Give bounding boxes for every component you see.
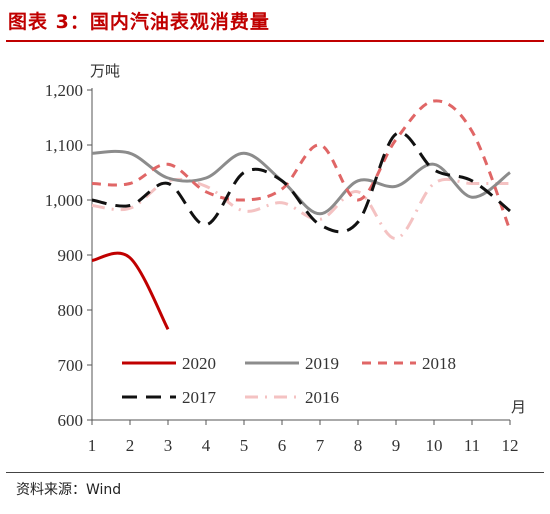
title-underline [6,40,544,42]
y-tick-label: 1,100 [45,136,83,155]
x-tick-label: 10 [426,436,443,455]
legend-label-2019: 2019 [305,354,339,373]
legend-label-2020: 2020 [182,354,216,373]
x-tick-label: 6 [278,436,287,455]
x-tick-label: 5 [240,436,249,455]
y-axis-label: 万吨 [90,63,120,80]
x-tick-label: 9 [392,436,401,455]
y-tick-label: 700 [58,356,84,375]
legend-label-2018: 2018 [422,354,456,373]
x-tick-label: 2 [126,436,135,455]
y-tick-label: 1,200 [45,81,83,100]
x-tick-label: 12 [502,436,519,455]
series-line-2016 [91,177,510,240]
series-line-2020 [91,251,170,331]
x-axis-label: 月 [511,400,526,416]
x-tick-label: 3 [164,436,173,455]
y-tick-label: 1,000 [45,191,83,210]
series-lines [91,99,512,331]
x-tick-label: 4 [202,436,211,455]
x-tick-label: 11 [464,436,480,455]
y-tick-label: 900 [58,246,84,265]
x-tick-label: 1 [88,436,97,455]
y-tick-label: 800 [58,301,84,320]
source-note: 资料来源：Wind [16,482,122,498]
x-tick-label: 7 [316,436,325,455]
series-line-2018 [91,99,512,231]
legend: 2020 2019 2018 2017 2016 [122,354,456,407]
y-tick-label: 600 [58,411,84,430]
series-line-2017 [91,131,511,234]
x-tick-label: 8 [354,436,363,455]
legend-label-2017: 2017 [182,388,217,407]
footer-divider [6,472,544,473]
chart-title: 图表 3：国内汽油表观消费量 [8,11,270,33]
legend-label-2016: 2016 [305,388,339,407]
